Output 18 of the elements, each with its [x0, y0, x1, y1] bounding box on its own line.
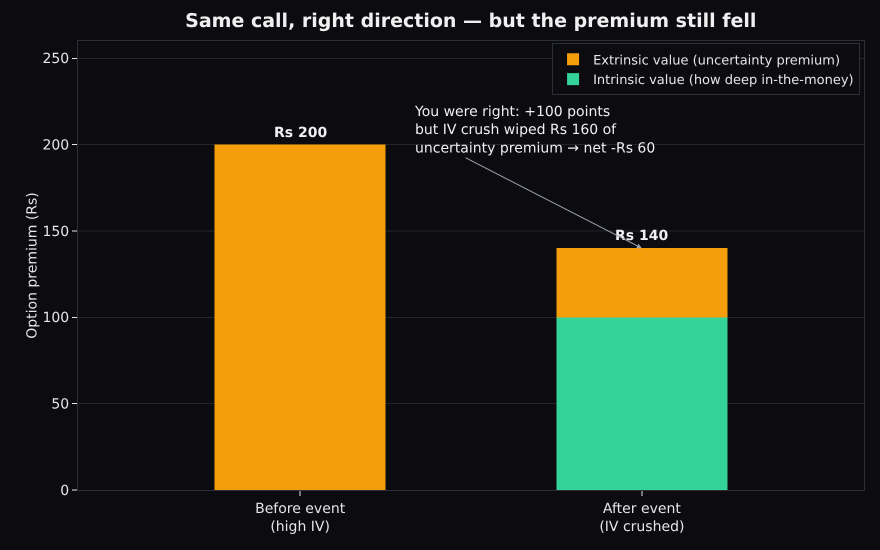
x-tick-label: Before event (high IV) [255, 500, 346, 535]
annotation: You were right: +100 points but IV crush wiped Rs 160 of uncertainty premium → net -Rs 60 [414, 104, 656, 156]
y-tick-label: 200 [42, 138, 70, 154]
y-tick-label: 150 [42, 224, 70, 240]
legend-label: Extrinsic value (uncertainty premium) [593, 53, 840, 68]
y-axis-title: Option premium (Rs) [24, 192, 40, 339]
y-tick-label: 0 [60, 482, 70, 499]
x-tick-label: After event (IV crushed) [599, 500, 684, 535]
legend-label: Intrinsic value (how deep in-the-money) [593, 73, 854, 88]
chart-title: Same call, right direction — but the premium still fell [185, 10, 756, 32]
y-tick-label: 50 [51, 396, 70, 413]
bar [556, 317, 728, 490]
y-tick-label: 250 [42, 51, 70, 68]
bar [556, 248, 728, 318]
bar [214, 144, 386, 490]
total-label: Rs 200 [274, 125, 328, 141]
total-label: Rs 140 [615, 228, 668, 244]
y-tick-label: 100 [42, 310, 70, 326]
